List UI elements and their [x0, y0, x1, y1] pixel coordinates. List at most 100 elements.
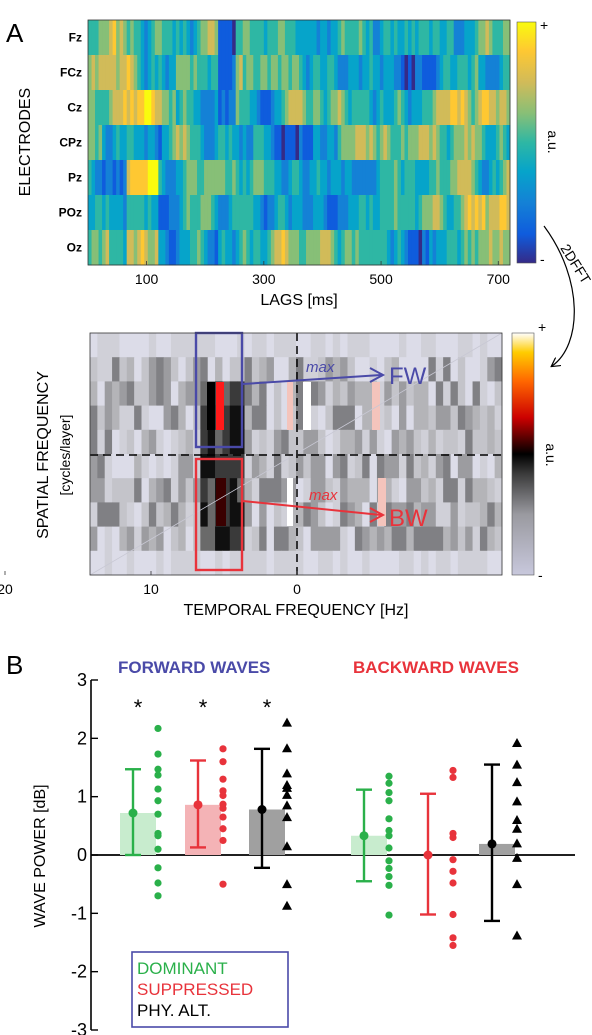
heatmap-cell: [274, 195, 279, 231]
spectrum-cell: [112, 357, 120, 382]
heatmap-cell: [439, 55, 444, 91]
spectrum-xtick-label: 10: [143, 581, 159, 597]
heatmap-cell: [228, 90, 233, 126]
heatmap-cell: [193, 90, 198, 126]
heatmap-cell: [485, 160, 490, 196]
spectrum-cell: [215, 357, 223, 382]
spectrum-cell: [406, 526, 415, 552]
heatmap-cell: [274, 20, 279, 56]
heatmap-cell: [295, 195, 300, 231]
heatmap-cell: [351, 230, 356, 266]
heatmap-cell: [88, 55, 92, 91]
data-point: [512, 838, 522, 848]
heatmap-cell: [400, 195, 405, 231]
spectrum-cell: [435, 429, 444, 455]
spectrum-cell: [134, 381, 142, 406]
spectrum-cell: [303, 357, 312, 382]
heatmap-cell: [246, 125, 251, 161]
heatmap-cell: [446, 125, 451, 161]
spectrum-cell: [222, 333, 231, 358]
heatmap-cell: [221, 90, 226, 126]
heatmap-cell: [158, 195, 163, 231]
heatmap-cell: [161, 125, 166, 161]
spectrum-cell: [413, 478, 422, 503]
heatmap-cell: [379, 195, 384, 231]
heatmap-cell: [218, 125, 223, 161]
data-point: [154, 771, 162, 779]
heatmap-cell: [390, 90, 395, 126]
heatmap-cell: [105, 125, 110, 161]
heatmap-cell: [383, 55, 388, 91]
heatmap-cell: [302, 55, 307, 91]
heatmap-cell: [418, 195, 423, 231]
spectrum-cell: [148, 454, 157, 479]
spectrum-cell: [450, 357, 459, 382]
heatmap-cell: [274, 230, 279, 266]
heatmap-cell: [499, 160, 504, 196]
heatmap-cell: [323, 20, 328, 56]
spectrum-cell: [413, 357, 422, 382]
heatmap-cell: [341, 20, 346, 56]
heatmap-cell: [400, 230, 405, 266]
heatmap-cell: [415, 160, 419, 196]
heatmap-cell: [358, 160, 363, 196]
heatmap-cell: [168, 20, 173, 56]
spectrum-cell: [273, 454, 282, 479]
heatmap-cell: [172, 195, 177, 231]
spectrum-cell: [126, 333, 135, 358]
spectrum-colorbar-label: a.u.: [543, 443, 559, 466]
spectrum-cell: [332, 502, 341, 527]
spectrum-cell: [472, 502, 481, 527]
data-point: [219, 775, 227, 783]
spectrum-cell: [303, 333, 312, 358]
heatmap-cell: [232, 195, 237, 231]
heatmap-cell: [253, 230, 258, 266]
spectrum-cell: [487, 333, 496, 358]
heatmap-cell: [492, 230, 497, 266]
mean-marker: [193, 800, 203, 810]
spectrum-cell: [97, 502, 106, 527]
mean-marker: [359, 831, 369, 841]
spectrum-cell: [185, 405, 194, 431]
spectrum-cell: [90, 357, 98, 382]
heatmap-cell: [232, 230, 237, 266]
heatmap-cell: [109, 125, 114, 161]
heatmap-cell: [376, 125, 381, 161]
heatmap-cell: [144, 55, 149, 91]
heatmap-cell: [393, 160, 398, 196]
spectrum-cell: [244, 405, 253, 431]
spectrum-cell: [185, 381, 194, 406]
forward-waves-title: FORWARD WAVES: [118, 658, 270, 677]
spectrum-cell: [281, 429, 290, 455]
heatmap-cell: [186, 160, 191, 196]
heatmap-cell: [158, 125, 163, 161]
heatmap-cell: [88, 90, 92, 126]
heatmap-cell: [432, 195, 437, 231]
spectrum-cell: [325, 478, 334, 503]
heatmap-cell: [439, 160, 444, 196]
heatmap-cell: [320, 195, 325, 231]
heatmap-cell: [425, 160, 430, 196]
heatmap-cell: [306, 55, 310, 91]
spectrum-cell: [266, 381, 275, 406]
heatmap-cell: [478, 160, 483, 196]
spectrum-cell: [479, 550, 488, 576]
heatmap-cell: [341, 125, 346, 161]
heatmap-cell: [485, 20, 490, 56]
data-point: [385, 815, 393, 823]
data-point: [512, 879, 522, 889]
heatmap-cell: [341, 230, 346, 266]
heatmap-cell: [450, 55, 455, 91]
spectrum-cell: [421, 381, 429, 406]
spectrum-cell: [281, 381, 290, 406]
heatmap-cell: [383, 160, 388, 196]
spectrum-pink-patch: [372, 382, 380, 430]
heatmap-cell: [432, 90, 437, 126]
heatmap-cell: [172, 90, 177, 126]
heatmap-xlabel: LAGS [ms]: [260, 292, 337, 309]
heatmap-cell: [179, 125, 184, 161]
heatmap-cell: [362, 195, 367, 231]
panel-b-letter: B: [6, 650, 23, 680]
spectrum-cell: [200, 357, 209, 382]
spectrum-cell: [244, 333, 253, 358]
